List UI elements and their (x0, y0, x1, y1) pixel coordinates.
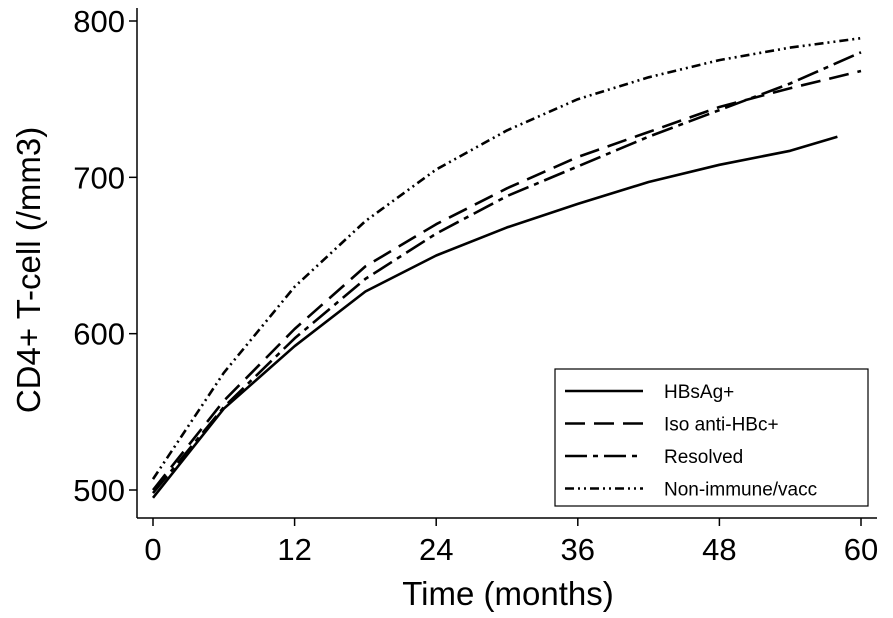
series-line-3 (151, 51, 862, 494)
plot-area: 500 600 700 800 0 12 24 36 48 60 (73, 4, 878, 567)
legend-label: Non-immune/vacc (664, 480, 817, 501)
x-tick-label: 24 (419, 532, 453, 567)
y-axis-ticks: 500 600 700 800 (73, 4, 137, 508)
legend-label: Resolved (664, 447, 743, 468)
x-tick-label: 48 (702, 532, 736, 567)
series-line-2 (151, 69, 862, 491)
series-line-1 (151, 135, 838, 499)
y-tick-label: 800 (73, 4, 125, 39)
y-tick-label: 500 (73, 473, 125, 508)
legend-label: HBsAg+ (664, 382, 734, 403)
x-tick-label: 36 (561, 532, 595, 567)
legend: HBsAg+ Iso anti-HBc+ Resolved Non-immune/va… (554, 368, 869, 507)
x-tick-label: 0 (144, 532, 161, 567)
legend-label: Iso anti-HBc+ (664, 415, 779, 436)
series-lines (151, 36, 862, 499)
series-line-4 (151, 36, 862, 480)
y-tick-label: 600 (73, 317, 125, 352)
x-tick-label: 60 (844, 532, 878, 567)
x-axis-ticks: 0 12 24 36 48 60 (144, 518, 878, 567)
x-tick-label: 12 (277, 532, 311, 567)
x-axis-title: Time (months) (402, 575, 613, 612)
y-tick-label: 700 (73, 160, 125, 195)
y-axis-title: CD4+ T-cell (/mm3) (10, 127, 47, 413)
